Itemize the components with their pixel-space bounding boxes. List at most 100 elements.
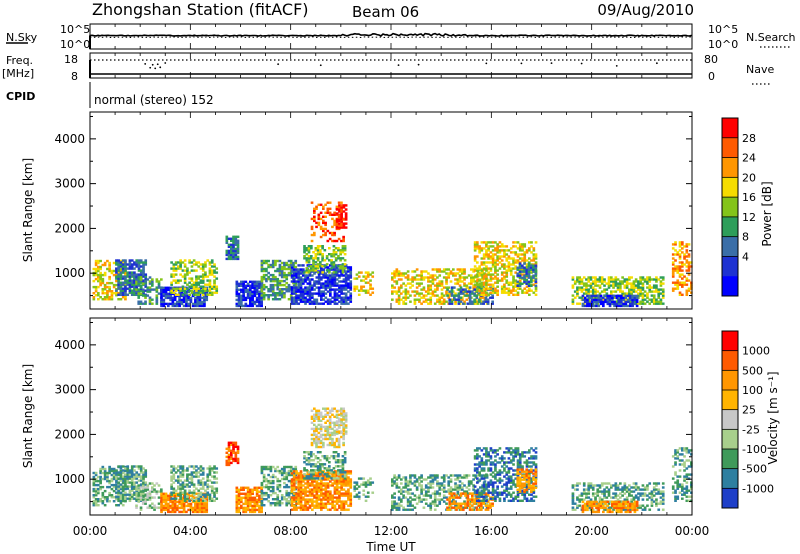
data-cell (290, 484, 294, 487)
data-cell (626, 294, 630, 298)
data-cell (512, 261, 515, 264)
data-cell (292, 300, 296, 303)
data-cell (139, 486, 143, 489)
data-cell (324, 282, 328, 285)
data-cell (473, 259, 477, 262)
data-cell (182, 504, 186, 508)
data-cell (186, 477, 189, 480)
data-cell (319, 235, 323, 239)
data-cell (445, 278, 448, 281)
data-cell (148, 282, 152, 285)
data-cell (92, 471, 96, 475)
power-colorbar-tick-label: 20 (742, 171, 756, 184)
data-cell (185, 304, 188, 308)
data-cell (177, 487, 180, 490)
data-cell (532, 247, 536, 250)
data-cell (128, 475, 132, 478)
data-cell (468, 294, 472, 297)
data-cell (458, 270, 462, 273)
data-cell (436, 300, 439, 303)
data-cell (162, 290, 166, 294)
data-cell (478, 251, 481, 254)
data-cell (450, 292, 454, 295)
data-cell (503, 285, 506, 288)
data-cell (234, 243, 238, 247)
data-cell (494, 275, 497, 278)
data-cell (262, 283, 266, 287)
data-cell (234, 255, 238, 259)
data-cell (333, 298, 337, 301)
data-cell (246, 494, 250, 498)
data-cell (447, 268, 451, 271)
data-cell (230, 441, 233, 445)
data-cell (505, 257, 509, 260)
data-cell (482, 247, 486, 250)
data-cell (276, 298, 280, 301)
data-cell (676, 251, 680, 254)
data-cell (440, 302, 444, 305)
data-cell (433, 268, 437, 271)
data-cell (316, 265, 320, 268)
data-cell (119, 494, 123, 497)
data-cell (489, 269, 493, 272)
data-cell (585, 284, 588, 287)
data-cell (315, 286, 319, 289)
data-cell (188, 477, 191, 480)
data-cell (181, 485, 185, 488)
data-cell (174, 497, 178, 500)
data-cell (246, 498, 250, 502)
data-cell (157, 286, 161, 289)
data-cell (297, 298, 301, 301)
data-cell (472, 280, 475, 283)
data-cell (255, 282, 259, 286)
data-cell (141, 500, 145, 503)
data-cell (690, 261, 693, 264)
data-cell (338, 218, 341, 221)
data-cell (328, 201, 332, 204)
data-cell (491, 241, 495, 244)
data-cell (236, 255, 240, 259)
data-cell (269, 465, 273, 469)
data-cell (258, 490, 261, 494)
data-cell (99, 296, 102, 299)
data-cell (144, 481, 148, 484)
data-cell (628, 288, 631, 291)
data-cell (265, 498, 268, 501)
data-cell (304, 290, 307, 293)
data-cell (194, 510, 197, 514)
data-cell (525, 259, 529, 262)
data-cell (234, 455, 238, 459)
data-cell (648, 290, 652, 293)
data-cell (110, 477, 114, 481)
data-cell (106, 298, 109, 301)
data-cell (121, 471, 125, 475)
data-cell (315, 221, 318, 225)
data-cell (520, 266, 524, 269)
data-cell (316, 247, 320, 250)
data-cell (507, 255, 511, 258)
data-cell (285, 471, 289, 475)
data-cell (115, 279, 118, 283)
data-cell (142, 267, 145, 270)
data-cell (200, 502, 204, 506)
data-cell (290, 296, 294, 299)
data-cell (290, 302, 294, 305)
data-cell (112, 269, 116, 273)
data-cell (485, 283, 488, 286)
data-cell (578, 282, 582, 285)
data-cell (395, 270, 399, 273)
data-cell (255, 502, 259, 506)
data-cell (227, 245, 231, 249)
data-cell (192, 483, 196, 486)
data-cell (470, 268, 473, 271)
data-cell (242, 282, 245, 286)
data-cell (325, 257, 329, 260)
data-cell (244, 510, 248, 514)
data-cell (299, 492, 303, 495)
data-cell (117, 497, 120, 500)
data-cell (461, 280, 464, 283)
data-cell (249, 492, 252, 496)
data-cell (110, 479, 114, 483)
data-cell (137, 500, 141, 503)
freq-dip-dot (655, 62, 658, 65)
